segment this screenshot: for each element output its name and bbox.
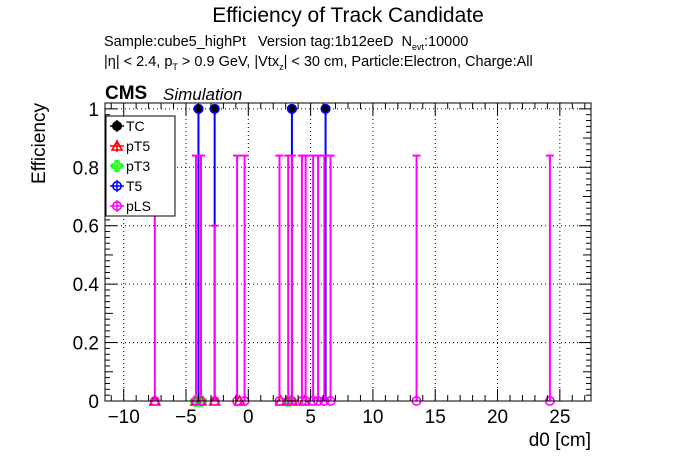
legend-label-t5: T5 xyxy=(126,178,143,194)
y-tick-label: 0.6 xyxy=(73,217,99,238)
x-tick-label: −10 xyxy=(108,407,140,428)
legend-marker-pt3 xyxy=(111,160,123,172)
plot-frame xyxy=(104,102,592,402)
cuts-rest: | < 30 cm, Particle:Electron, Charge:All xyxy=(283,54,533,70)
error-bars xyxy=(150,107,554,401)
nevt-value: :10000 xyxy=(423,34,469,50)
x-axis-label: d0 [cm] xyxy=(529,430,591,451)
y-tick-label: 0.2 xyxy=(73,334,99,355)
x-tick-label: 5 xyxy=(305,407,316,428)
legend-marker-tc xyxy=(112,121,122,131)
x-tick-label: −5 xyxy=(175,407,197,428)
x-tick-label: 20 xyxy=(487,407,508,428)
legend-label-tc: TC xyxy=(126,118,145,134)
cuts-pt-sub: T xyxy=(172,62,178,72)
x-tick-label: 25 xyxy=(549,407,570,428)
y-tick-label: 1 xyxy=(88,100,99,121)
cuts-vtx-sub: z xyxy=(279,62,284,72)
marker-t5 xyxy=(286,103,297,114)
y-tick-label: 0.8 xyxy=(73,158,99,179)
x-tick-label: 10 xyxy=(362,407,383,428)
chart-subtitle-sample: Sample:cube5_highPt Version tag:1b12eeD … xyxy=(104,34,468,52)
cuts-eta: |η| < 2.4, p xyxy=(104,54,173,70)
experiment-label: CMS xyxy=(105,83,148,104)
legend-label-pls: pLS xyxy=(126,198,151,214)
legend-label-pt5: pT5 xyxy=(126,138,150,154)
legend-marker-pt5 xyxy=(110,139,124,151)
legend-marker-pls xyxy=(112,201,123,212)
y-tick-label: 0.4 xyxy=(73,275,100,296)
chart-subtitle-cuts: |η| < 2.4, pT > 0.9 GeV, |Vtxz| < 30 cm,… xyxy=(104,54,533,72)
legend-label-pt3: pT3 xyxy=(126,158,150,174)
x-tick-label: 0 xyxy=(243,407,254,428)
y-axis-label: Efficiency xyxy=(29,103,50,184)
x-tick-label: 15 xyxy=(425,407,446,428)
y-tick-label: 0 xyxy=(88,392,99,413)
nevt-subscript: evt xyxy=(411,42,424,52)
chart-title: Efficiency of Track Candidate xyxy=(212,4,484,27)
experiment-tag: Simulation xyxy=(163,85,243,104)
version-label: Version tag:1b12eeD xyxy=(257,34,394,50)
marker-pt3 xyxy=(195,395,207,407)
nevt-symbol: N xyxy=(401,34,412,50)
sample-label: Sample:cube5_highPt xyxy=(104,34,246,50)
grid xyxy=(105,103,591,402)
legend-marker-t5 xyxy=(112,181,123,192)
cuts-pt: > 0.9 GeV, |Vtx xyxy=(177,54,280,70)
data-markers xyxy=(148,103,555,407)
legend: TC pT5 pT3 T5 pLS xyxy=(105,115,176,217)
marker-t5 xyxy=(320,103,331,114)
